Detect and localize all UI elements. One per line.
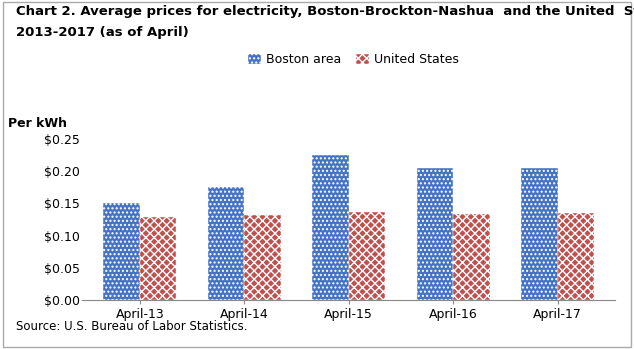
Bar: [417, 168, 453, 300]
Text: 2013-2017 (as of April): 2013-2017 (as of April): [16, 26, 188, 39]
Bar: [103, 202, 140, 300]
Legend: Boston area, United States: Boston area, United States: [249, 53, 458, 66]
Bar: [312, 155, 349, 300]
Bar: [140, 217, 176, 300]
Bar: [557, 213, 594, 300]
Bar: [208, 187, 244, 300]
Text: Source: U.S. Bureau of Labor Statistics.: Source: U.S. Bureau of Labor Statistics.: [16, 320, 247, 333]
Bar: [244, 215, 281, 300]
Text: Chart 2. Average prices for electricity, Boston-Brockton-Nashua  and the United : Chart 2. Average prices for electricity,…: [16, 5, 634, 18]
Bar: [453, 214, 489, 300]
Bar: [349, 211, 385, 300]
Bar: [521, 168, 557, 300]
Text: Per kWh: Per kWh: [8, 117, 67, 130]
